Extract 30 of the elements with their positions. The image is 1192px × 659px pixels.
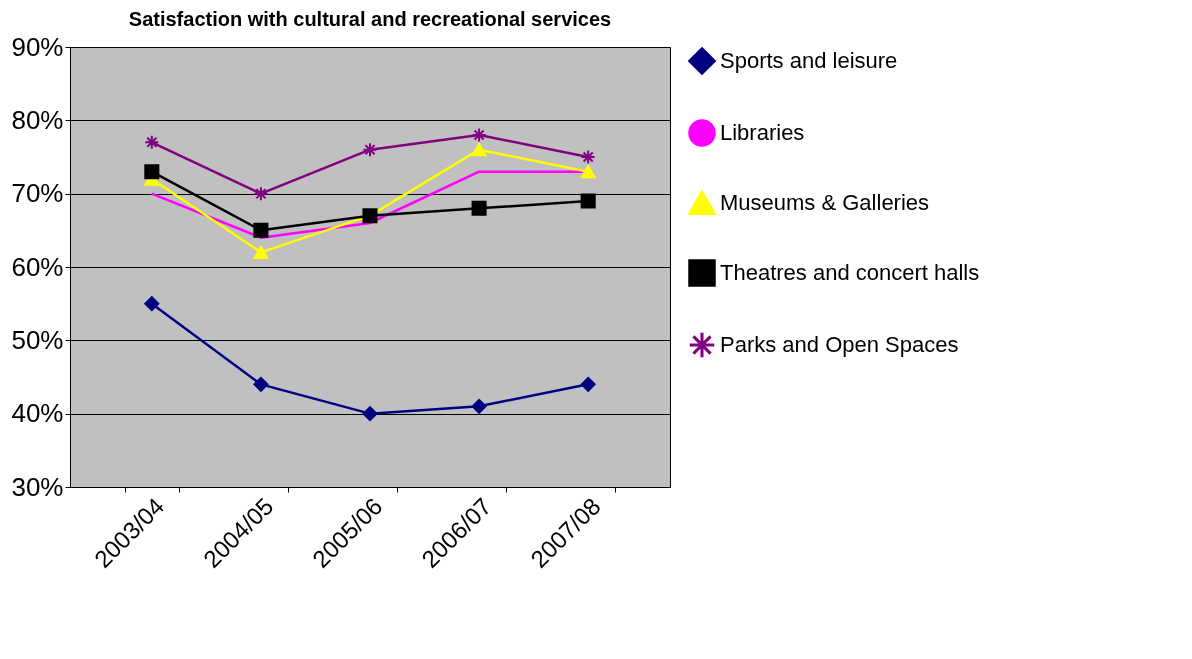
legend-label: Theatres and concert halls (720, 260, 980, 285)
point (253, 245, 269, 259)
point (580, 149, 596, 165)
y-tick-label: 30% (11, 471, 64, 502)
y-tick-label: 80% (11, 104, 64, 135)
y-tick-label: 40% (11, 398, 64, 429)
point (253, 186, 269, 202)
point (580, 165, 596, 179)
point (471, 200, 487, 216)
legend-label: Libraries (720, 120, 805, 145)
y-tick-label: 70% (11, 178, 64, 209)
chart-title: Satisfaction with cultural and recreational services (128, 8, 612, 30)
point (471, 127, 487, 143)
point (144, 134, 160, 150)
point (253, 222, 269, 238)
legend-label: Sports and leisure (720, 48, 898, 73)
point (580, 376, 596, 392)
point (144, 164, 160, 180)
point (144, 296, 160, 312)
point (253, 376, 269, 392)
point (362, 406, 378, 422)
point (471, 398, 487, 414)
point (362, 142, 378, 158)
y-tick-label: 90% (11, 31, 64, 62)
legend-label: Parks and Open Spaces (720, 332, 959, 357)
y-tick-label: 50% (11, 324, 64, 355)
point (580, 193, 596, 209)
y-tick-label: 60% (11, 251, 64, 282)
legend-label: Museums & Galleries (720, 190, 930, 215)
point (471, 143, 487, 157)
